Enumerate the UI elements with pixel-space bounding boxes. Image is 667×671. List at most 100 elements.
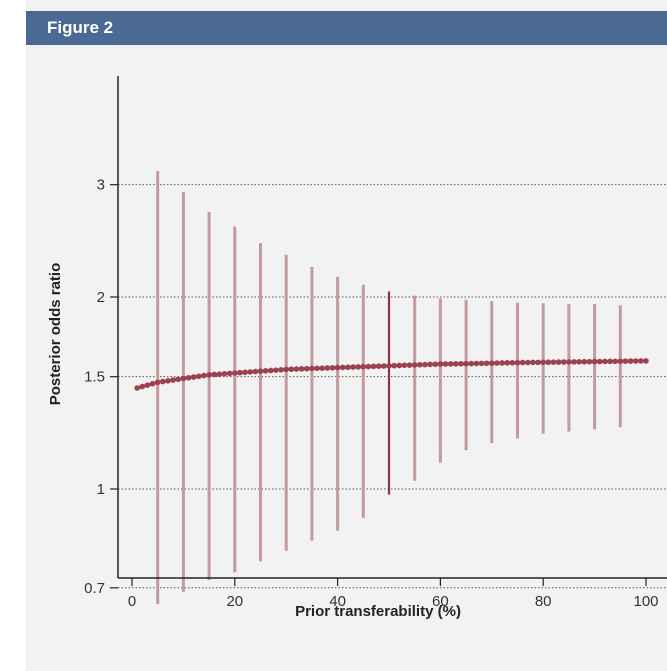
- curve-point: [643, 358, 649, 364]
- curve-point: [550, 359, 557, 365]
- curve-point: [632, 358, 639, 364]
- curve-point: [252, 368, 259, 375]
- curve-point: [478, 360, 485, 367]
- curve-point: [494, 360, 500, 366]
- curve-point: [226, 370, 233, 377]
- x-tick-label: 100: [633, 593, 658, 610]
- posterior-curve: [134, 358, 649, 391]
- y-tick-label: 1: [97, 481, 105, 498]
- y-tick-label: 2: [97, 289, 105, 306]
- figure-header: Figure 2: [26, 11, 667, 45]
- x-tick-label: 20: [226, 593, 243, 610]
- curve-point: [267, 367, 274, 374]
- grid-lines: [118, 184, 667, 589]
- curve-point: [437, 361, 444, 367]
- curve-point: [201, 372, 207, 379]
- x-tick-label: 60: [432, 593, 449, 610]
- curve-point: [283, 366, 290, 373]
- curve-point: [165, 377, 171, 384]
- curve-point: [622, 358, 629, 364]
- curve-point: [530, 359, 536, 366]
- y-tick-label: 3: [97, 177, 105, 194]
- figure-panel: Figure 2 0.7 1 1.5 2 3 0 20 40 60 80 100 Prior tra…: [26, 0, 667, 671]
- curve-point: [288, 366, 295, 373]
- curve-point: [406, 362, 413, 368]
- y-tick-label: 0.7: [84, 580, 105, 597]
- curve-point: [411, 362, 418, 368]
- curve-point: [524, 359, 531, 366]
- curve-point: [453, 361, 459, 367]
- curve-point: [576, 359, 582, 365]
- curve-point: [206, 372, 212, 378]
- curve-point: [309, 365, 315, 372]
- curve-point: [596, 358, 603, 365]
- curve-point: [360, 363, 367, 370]
- curve-point: [257, 368, 264, 375]
- curve-point: [483, 360, 490, 367]
- curve-point: [262, 368, 269, 374]
- curve-point: [473, 360, 480, 367]
- curve-point: [298, 366, 305, 372]
- curve-point: [504, 360, 511, 366]
- curve-point: [535, 359, 541, 366]
- curve-point: [375, 363, 382, 369]
- curve-point: [427, 361, 433, 368]
- curve-point: [566, 359, 572, 365]
- curve-point: [489, 360, 495, 366]
- x-tick-label: 40: [329, 593, 346, 610]
- curve-point: [370, 363, 377, 370]
- posterior-odds-chart: 0.7 1 1.5 2 3 0 20 40 60 80 100 Prior transferabil…: [47, 76, 667, 620]
- curve-point: [417, 361, 423, 368]
- curve-point: [499, 360, 505, 366]
- curve-point: [237, 369, 243, 376]
- curve-point: [232, 370, 238, 376]
- x-tick-label: 0: [128, 593, 136, 610]
- curve-point: [160, 378, 166, 385]
- curve-point: [314, 365, 320, 372]
- curve-point: [607, 358, 613, 365]
- curve-point: [519, 359, 526, 366]
- curve-point: [273, 367, 279, 373]
- curve-point: [401, 362, 408, 369]
- curve-point: [458, 360, 464, 367]
- curve-point: [242, 369, 248, 376]
- curve-point: [134, 385, 140, 391]
- curve-point: [324, 365, 331, 371]
- curve-point: [329, 364, 336, 371]
- curve-point: [586, 358, 593, 365]
- curve-point: [638, 358, 644, 364]
- curve-point: [149, 380, 156, 387]
- curve-point: [190, 374, 197, 380]
- curve-point: [154, 379, 161, 386]
- curve-point: [447, 361, 454, 367]
- curve-point: [581, 358, 588, 365]
- curve-point: [319, 365, 325, 371]
- curve-point: [514, 359, 521, 366]
- curve-point: [422, 361, 428, 368]
- curve-point: [221, 370, 228, 377]
- figure-title: Figure 2: [47, 18, 114, 37]
- curve-point: [144, 382, 151, 388]
- curve-point: [339, 364, 346, 371]
- curve-point: [540, 359, 546, 366]
- curve-point: [560, 359, 567, 365]
- interval-bars: [156, 171, 622, 605]
- curve-point: [617, 358, 624, 365]
- curve-point: [350, 364, 356, 370]
- tick-labels: 0.7 1 1.5 2 3 0 20 40 60 80 100: [84, 177, 658, 610]
- curve-point: [170, 377, 176, 383]
- curve-point: [196, 373, 202, 380]
- curve-point: [185, 374, 192, 381]
- curve-point: [396, 362, 403, 369]
- curve-point: [509, 359, 516, 366]
- curve-point: [180, 375, 187, 382]
- curve-point: [303, 365, 310, 372]
- curve-point: [355, 364, 361, 370]
- x-tick-label: 80: [535, 593, 552, 610]
- x-axis-title: Prior transferability (%): [295, 603, 461, 620]
- curve-point: [627, 358, 634, 364]
- axes: [110, 76, 667, 589]
- curve-point: [591, 358, 598, 365]
- curve-point: [278, 366, 284, 373]
- curve-point: [345, 364, 351, 371]
